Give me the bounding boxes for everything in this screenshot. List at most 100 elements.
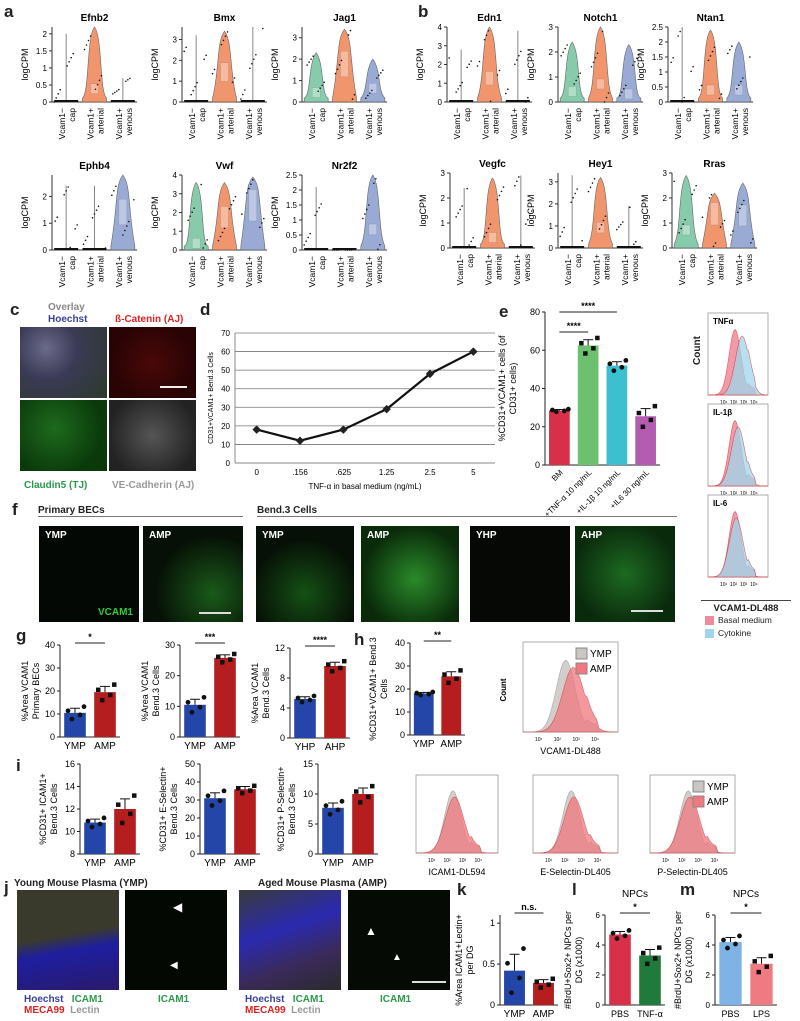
y-tick: 30 — [185, 795, 195, 805]
x-tick: 10⁴ — [711, 858, 719, 864]
x-tick-label: Vcam1+ — [730, 108, 740, 139]
overlay-image — [20, 327, 107, 398]
y-tick: 2 — [43, 30, 48, 39]
x-tick-label: arterial — [712, 108, 722, 134]
x-tick: PBS — [611, 1009, 629, 1019]
x-tick: AMP — [94, 741, 116, 752]
panel-label-b: b — [418, 2, 429, 21]
vcam1-axis-label: VCAM1-DL488 — [701, 600, 791, 614]
y-tick: 1 — [173, 227, 178, 236]
vcam1-stain-label: VCAM1 — [97, 607, 133, 618]
x-tick-label: cap — [67, 108, 77, 122]
x-tick: 10³ — [740, 582, 748, 588]
violin-shape — [183, 182, 209, 251]
x-tick-label: venous — [374, 256, 384, 283]
bar — [441, 676, 462, 735]
bar — [214, 657, 236, 737]
y-axis-label: Count — [499, 678, 508, 701]
bar — [750, 963, 773, 1005]
violin-title: Vwf — [216, 161, 234, 172]
micrograph-primary-ymp: YMP VCAM1 — [39, 526, 139, 622]
x-axis-label: E-Selectin-DL405 — [540, 867, 611, 877]
y-axis-label: Bend.3 Cells — [49, 783, 59, 835]
x-tick-label: arterial — [602, 254, 612, 280]
y-tick: 1 — [659, 68, 664, 77]
violin-shape — [588, 26, 613, 103]
y-tick: 8 — [70, 849, 75, 859]
y-axis-label: Cells — [379, 679, 389, 700]
bar — [294, 699, 316, 738]
x-tick-label: venous — [744, 254, 754, 281]
y-tick: 0 — [43, 246, 48, 255]
bar — [114, 809, 136, 854]
micrograph-primary-amp: AMP — [143, 526, 243, 622]
y-tick: 4 — [280, 703, 285, 713]
x-tick: 10² — [730, 400, 738, 406]
chart-title: NPCs — [733, 889, 759, 900]
y-axis-label: %CD31+VCAM1+ Bend.3 — [368, 637, 378, 741]
line-chart-tnf-dose: 0 10 20 30 40 50 60 70 0 .156 .625 1.25 2.5 5 TNF-α in… — [208, 329, 495, 491]
x-tick: PBS — [721, 1009, 739, 1019]
x-tick-label: Vcam1+ — [620, 254, 630, 285]
violin-shape — [82, 26, 107, 103]
y-tick: 2 — [549, 48, 554, 57]
y-tick: 0 — [596, 1001, 601, 1010]
x-tick: YMP — [322, 858, 344, 869]
x-tick: 10² — [444, 858, 452, 864]
y-tick: 0 — [441, 244, 446, 253]
violin-shape — [698, 29, 723, 103]
x-tick: .156 — [292, 468, 308, 477]
y-axis-label: logCPM — [418, 194, 428, 226]
x-tick: YMP — [204, 858, 226, 869]
y-tick: 1.5 — [652, 53, 664, 62]
y-tick: 6 — [706, 911, 711, 920]
y-tick: 80 — [530, 307, 540, 317]
y-axis-label: %CD31+VCAM1+ cells (of — [497, 335, 507, 442]
x-tick-label: Vcam1+ — [244, 256, 254, 287]
y-tick: 0 — [170, 732, 175, 742]
x-tick-label: arterial — [96, 108, 106, 134]
x-tick: 1.25 — [379, 468, 395, 477]
claudin5-label: Claudin5 (TJ) — [24, 480, 88, 491]
legend-swatch — [705, 616, 714, 626]
violin-shape — [616, 44, 642, 103]
x-tick-label: arterial — [346, 256, 356, 282]
x-tick-label: Vcam1+ — [114, 108, 124, 139]
scale-bar — [160, 386, 187, 388]
y-tick: 0 — [549, 98, 554, 107]
y-tick: 0 — [706, 1001, 711, 1010]
x-tick: YHP — [295, 742, 316, 753]
bar — [352, 794, 374, 854]
y-tick: 0 — [293, 98, 298, 107]
bar — [324, 666, 346, 738]
panel-label-e: e — [499, 302, 509, 321]
violin-title: Hey1 — [589, 159, 613, 170]
meca99-label: MECA99 — [24, 1005, 65, 1016]
flow-histogram: VCAM1-DL488 10¹ 10² 10³ 10⁴ YMP AMP — [522, 641, 619, 756]
x-tick-label: cap — [573, 254, 583, 268]
y-tick: 2 — [659, 38, 664, 47]
x-tick: 10³ — [740, 491, 748, 497]
y-tick: 0 — [438, 98, 443, 107]
y-tick: 12 — [275, 643, 285, 653]
hoechst-label: Hoechst — [245, 994, 285, 1005]
arrowhead-icon: ▲ — [365, 924, 377, 938]
flow-histogram: E-Selectin-DL405 10¹ 10² 10³ 10⁴ — [532, 774, 619, 877]
bar-chart-panel-l: 0 2 4 6 PBS TNF-α * NPCs #BrdU+Sox2+ NPCs per DG … — [563, 889, 665, 1019]
y-tick: 0 — [400, 730, 405, 740]
y-tick: 2 — [663, 194, 668, 203]
y-tick: 70 — [221, 329, 230, 338]
data-point — [425, 369, 435, 379]
claudin5-image — [20, 400, 107, 471]
y-tick: 10 — [185, 831, 195, 841]
y-tick: 10 — [303, 789, 313, 799]
y-tick: 1 — [173, 77, 178, 86]
y-axis-label: per DG — [465, 945, 475, 974]
violin-title: Nr2f2 — [332, 161, 358, 172]
data-point — [295, 436, 305, 445]
x-tick: 10⁴ — [594, 858, 602, 864]
y-tick: 40 — [185, 777, 195, 787]
y-tick: 2 — [293, 55, 298, 64]
x-tick: 10³ — [740, 400, 748, 406]
